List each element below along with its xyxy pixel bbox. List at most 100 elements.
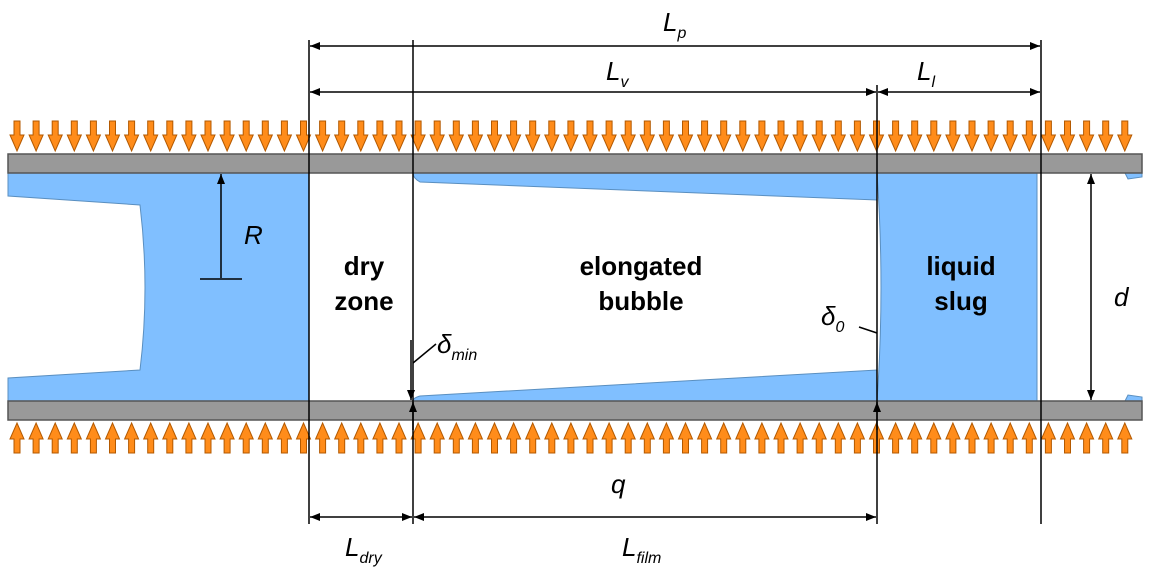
down-arrow-icon [1002,120,1018,153]
down-arrow-icon [926,120,942,153]
label-d: d [1114,282,1130,312]
up-arrow-icon [544,421,560,454]
down-arrow-icon [1040,120,1057,153]
up-arrow-icon [639,421,656,454]
up-arrow-icon [1002,421,1018,454]
down-arrow-icon [333,120,350,153]
down-arrow-icon [295,120,312,153]
label-Lp: Lp [663,7,686,42]
zone-dry-line2: zone [334,286,393,316]
reference-lines [308,40,1042,524]
label-q: q [611,469,626,499]
down-arrow-icon [410,120,426,153]
label-Lv-sub: v [620,74,629,91]
label-Lp-sub: p [676,25,686,42]
up-arrow-icon [1078,421,1095,454]
down-arrow-icon [563,120,579,153]
up-arrow-icon [410,421,426,454]
channel-walls [7,153,1143,421]
zone-slug-line2: slug [934,286,987,316]
down-arrow-icon [200,120,216,153]
down-arrow-icon [792,120,808,153]
up-arrow-icon [295,421,312,454]
down-arrow-icon [47,120,63,153]
label-delta0-main: δ [821,301,836,331]
down-arrow-icon [372,120,388,153]
label-Lfilm-sub: film [636,550,661,567]
down-arrow-icon [582,120,598,153]
up-arrow-icon [983,421,999,454]
down-arrow-icon [162,120,178,153]
down-arrow-icon [754,120,770,153]
down-arrow-icon [429,120,445,153]
up-arrow-icon [467,421,484,454]
down-arrow-icon [391,120,407,153]
up-arrow-icon [200,421,216,454]
zone-bubble-line1: elongated [580,251,703,281]
zone-bubble-line2: bubble [598,286,683,316]
dimension-labels: Lp Lv Ll R d q δmin δ0 Ldry Lfilm [244,7,1130,567]
down-arrow-icon [486,120,503,153]
heat-flux-top-arrows [9,120,1133,153]
up-arrow-icon [887,421,904,454]
down-arrow-icon [66,120,83,153]
label-delta0: δ0 [821,301,844,336]
zone-slug-line1: liquid [926,251,995,281]
up-arrow-icon [926,421,942,454]
up-arrow-icon [563,421,579,454]
down-arrow-icon [28,120,44,153]
down-arrow-icon [85,120,102,153]
down-arrow-icon [467,120,484,153]
down-arrow-icon [276,120,293,153]
down-arrow-icon [830,120,847,153]
up-arrow-icon [257,421,274,454]
up-arrow-icon [811,421,827,454]
down-arrow-icon [906,120,923,153]
label-delta-min-sub: min [451,347,477,364]
up-arrow-icon [219,421,235,454]
up-arrow-icon [66,421,83,454]
up-arrow-icon [754,421,770,454]
label-Ll: Ll [917,56,935,91]
up-arrow-icon [104,421,121,454]
down-arrow-icon [1117,120,1133,153]
down-arrow-icon [1078,120,1095,153]
down-arrow-icon [601,120,617,153]
up-arrow-icon [964,421,980,454]
up-arrow-icon [1059,421,1076,454]
down-arrow-icon [9,120,25,153]
up-arrow-icon [238,421,254,454]
down-arrow-icon [1021,120,1038,153]
liquid-right-meniscus-bottom [1124,394,1143,402]
label-Ldry-sub: dry [359,550,382,567]
down-arrow-icon [715,120,732,153]
down-arrow-icon [696,120,713,153]
up-arrow-icon [162,421,178,454]
down-arrow-icon [314,120,331,153]
down-arrow-icon [983,120,999,153]
up-arrow-icon [372,421,388,454]
wall-bottom [7,400,1143,421]
up-arrow-icon [1097,421,1114,454]
up-arrow-icon [830,421,847,454]
up-arrow-icon [792,421,808,454]
up-arrow-icon [735,421,751,454]
label-Lfilm-main: L [622,532,636,562]
down-arrow-icon [658,120,675,153]
label-R: R [244,220,263,250]
down-arrow-icon [677,120,694,153]
down-arrow-icon [104,120,121,153]
down-arrow-icon [142,120,159,153]
up-arrow-icon [142,421,159,454]
down-arrow-icon [238,120,254,153]
up-arrow-icon [333,421,350,454]
up-arrow-icon [429,421,445,454]
up-arrow-icon [601,421,617,454]
down-arrow-icon [219,120,235,153]
down-arrow-icon [1059,120,1076,153]
heat-flux-bottom-arrows [9,421,1133,454]
up-arrow-icon [9,421,25,454]
zone-labels: dry zone elongated bubble liquid slug [334,251,995,316]
dimension-lines [200,42,1095,521]
up-arrow-icon [658,421,675,454]
